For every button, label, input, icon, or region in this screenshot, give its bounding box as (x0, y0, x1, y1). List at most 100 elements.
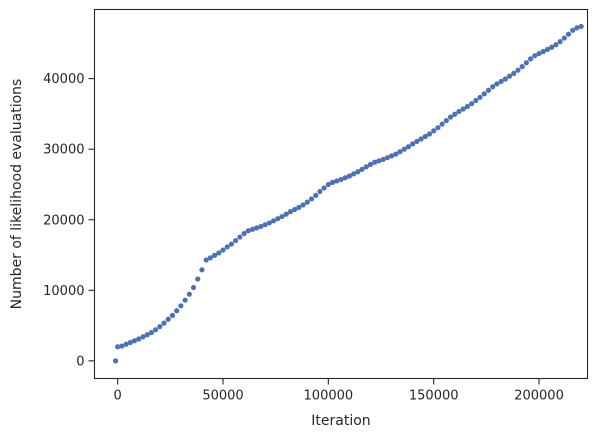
data-point (275, 216, 281, 222)
data-point (388, 153, 395, 159)
data-point (481, 91, 487, 97)
x-tick-label: 0 (114, 389, 122, 404)
data-point (469, 101, 475, 107)
data-point (182, 297, 188, 303)
data-point (287, 209, 294, 215)
data-point (477, 94, 483, 100)
data-point (405, 144, 412, 150)
data-point (334, 178, 340, 184)
data-point (144, 332, 150, 338)
data-point (355, 169, 361, 175)
data-point (460, 106, 466, 112)
data-point (519, 64, 525, 70)
data-point (376, 158, 382, 164)
data-point (220, 247, 226, 253)
data-point (123, 341, 129, 347)
data-point (211, 252, 218, 258)
data-point (342, 175, 348, 181)
data-point (262, 222, 268, 228)
data-point (515, 67, 521, 73)
data-point (119, 343, 125, 349)
data-point (317, 188, 323, 195)
x-axis: 0 50000 100000 150000 200000 (114, 378, 564, 404)
data-point (418, 136, 424, 142)
data-point (506, 73, 513, 79)
data-point (115, 344, 121, 350)
data-point (131, 338, 138, 344)
data-point (266, 220, 272, 226)
data-point (178, 303, 184, 309)
data-point (544, 46, 551, 52)
data-point (237, 234, 243, 240)
data-point (359, 166, 365, 172)
data-point (511, 70, 517, 76)
data-point (439, 121, 445, 127)
data-point (536, 50, 542, 57)
data-point (523, 60, 530, 66)
data-points (112, 23, 584, 364)
data-point (380, 156, 386, 163)
data-point (224, 244, 230, 250)
data-point (561, 35, 567, 41)
data-point (308, 196, 315, 202)
y-tick-label: 40000 (43, 72, 84, 87)
data-point (174, 308, 180, 314)
data-point (152, 327, 159, 333)
data-point (372, 159, 378, 165)
data-point (254, 225, 260, 231)
data-point (241, 230, 247, 237)
data-point (325, 181, 331, 188)
data-point (249, 226, 256, 232)
data-point (300, 202, 306, 208)
data-point (296, 204, 302, 211)
data-point (393, 151, 399, 157)
y-tick-label: 20000 (43, 213, 84, 228)
data-point (528, 56, 534, 62)
data-point (422, 133, 428, 140)
data-point (351, 171, 357, 177)
data-point (292, 206, 298, 213)
plot-area (93, 8, 589, 380)
data-point (112, 358, 119, 364)
data-point (435, 125, 441, 131)
data-point (207, 255, 213, 261)
data-point (363, 164, 369, 170)
data-point (426, 131, 433, 137)
data-point (346, 173, 353, 179)
data-point (338, 176, 344, 183)
data-point (199, 267, 205, 273)
data-point (464, 103, 471, 110)
data-point (233, 237, 239, 244)
data-point (447, 114, 454, 120)
data-point (165, 316, 171, 322)
x-axis-label: Iteration (311, 413, 370, 429)
data-point (228, 241, 235, 247)
data-point (136, 336, 142, 342)
data-point (190, 284, 197, 291)
data-point (565, 31, 572, 37)
data-point (127, 339, 133, 346)
y-tick-label: 10000 (43, 284, 84, 299)
data-point (553, 42, 559, 48)
data-point (258, 223, 264, 230)
data-point (157, 324, 163, 330)
data-point (578, 23, 584, 30)
data-point (245, 228, 251, 234)
data-point (570, 27, 576, 33)
data-point (401, 146, 407, 152)
data-point (367, 161, 374, 167)
data-point (270, 218, 277, 224)
y-axis-label: Number of likelihood evaluations (9, 79, 25, 310)
data-point (549, 44, 555, 50)
data-point (414, 138, 420, 145)
data-point (494, 81, 500, 87)
data-point (169, 312, 176, 318)
y-tick-label: 30000 (43, 143, 84, 158)
data-point (498, 78, 504, 85)
data-point (329, 179, 336, 185)
data-point (186, 291, 192, 297)
data-point (443, 118, 449, 124)
data-point (148, 330, 154, 336)
data-point (313, 192, 319, 199)
